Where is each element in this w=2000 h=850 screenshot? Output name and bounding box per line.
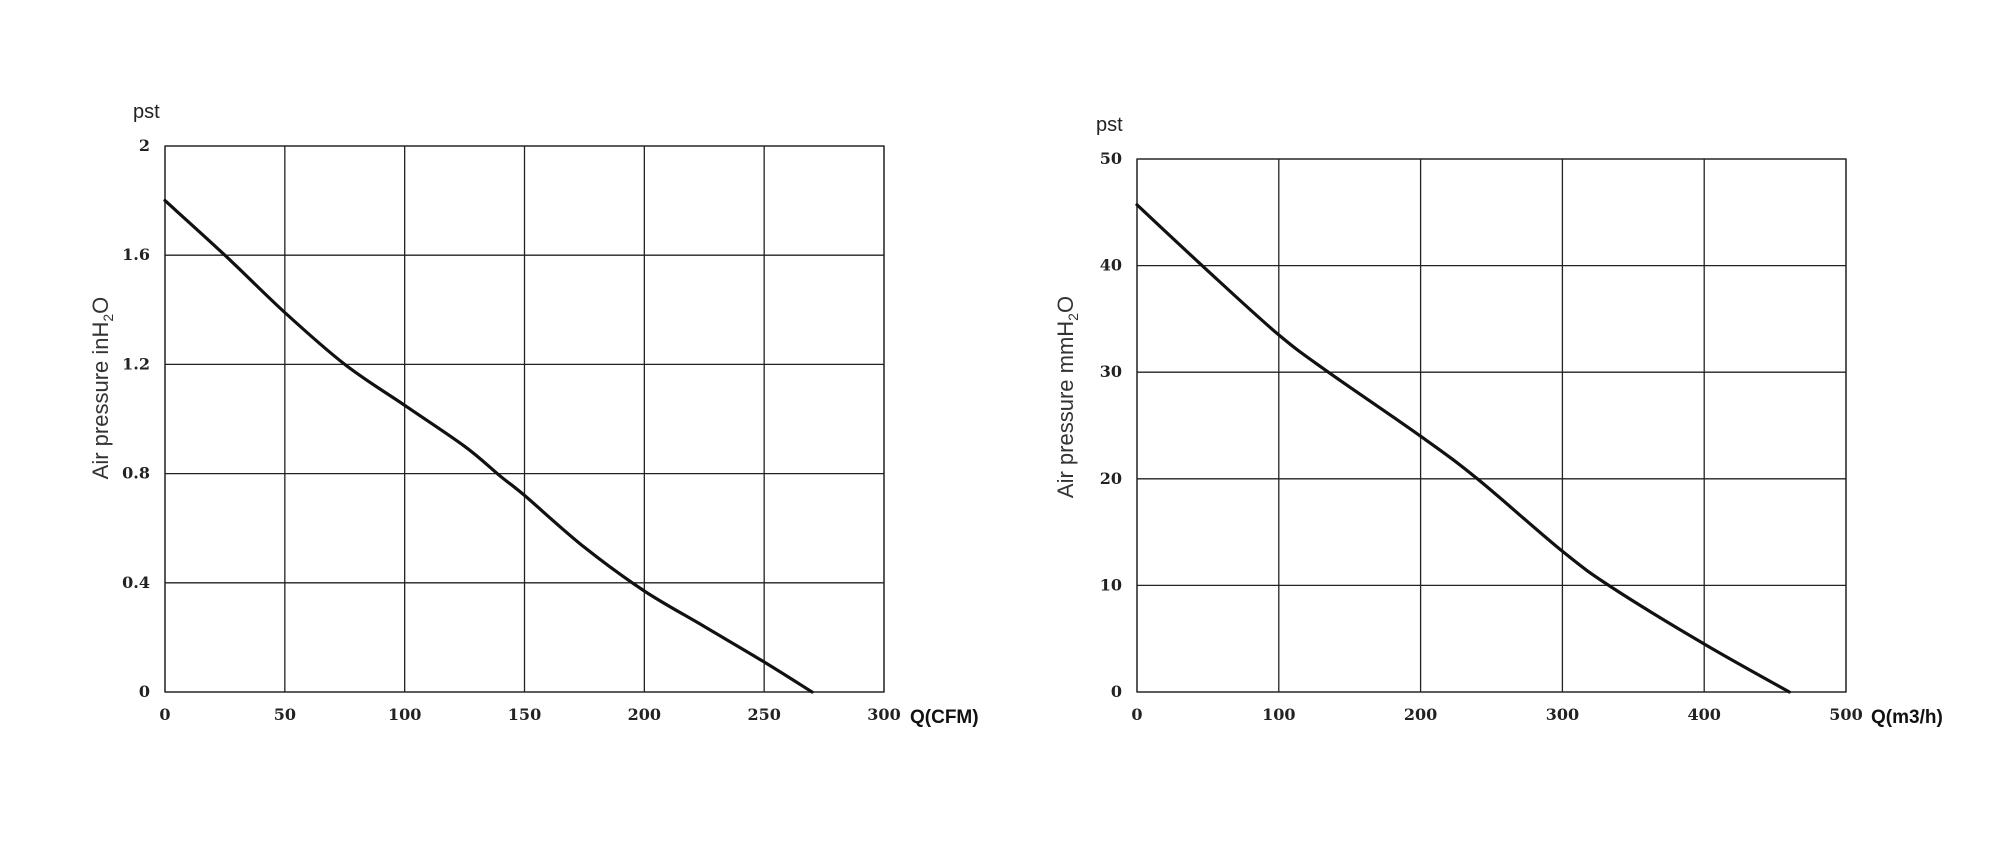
pressure-curve [163, 199, 814, 694]
x-tick-label: 300 [1546, 705, 1579, 724]
chart-m3h: pst 0 100 200 300 400 500 0 10 20 30 40 50 Air pre… [1053, 114, 1943, 728]
x-tick-label: 400 [1687, 705, 1720, 724]
y-axis-label-suffix: O [88, 297, 113, 314]
y-tick-label: 1.6 [122, 245, 150, 264]
y-tick-label: 40 [1100, 256, 1122, 275]
y-tick-label: 30 [1100, 362, 1122, 381]
unit-label: pst [1096, 114, 1123, 136]
x-axis-label: Q(CFM) [910, 707, 979, 728]
y-axis-label: Air pressure inH2O [88, 297, 116, 480]
y-tick-label: 0 [139, 682, 150, 701]
chart-cfm: pst 0 50 100 150 200 250 300 0 0.4 0.8 1.2 1.6 2 Ai… [88, 101, 979, 728]
y-tick-label: 10 [1100, 575, 1122, 594]
y-tick-label: 0 [1111, 682, 1122, 701]
y-tick-label: 0.4 [122, 573, 150, 592]
x-tick-label: 200 [628, 705, 661, 724]
x-ticks: 0 50 100 150 200 250 300 [159, 705, 900, 724]
x-tick-label: 100 [388, 705, 421, 724]
x-tick-label: 200 [1404, 705, 1437, 724]
pressure-curve [1135, 203, 1791, 694]
y-tick-label: 20 [1100, 469, 1122, 488]
y-axis-label: Air pressure mmH2O [1053, 296, 1081, 498]
y-tick-label: 50 [1100, 149, 1122, 168]
plot-frame [1136, 158, 1847, 693]
y-ticks: 0 0.4 0.8 1.2 1.6 2 [122, 136, 150, 701]
x-axis-label: Q(m3/h) [1871, 707, 1943, 728]
x-tick-label: 250 [747, 705, 780, 724]
y-axis-label-subscript: 2 [100, 314, 116, 322]
x-tick-label: 300 [867, 705, 900, 724]
x-tick-label: 500 [1829, 705, 1862, 724]
plot-frame [164, 145, 885, 693]
x-tick-label: 50 [274, 705, 296, 724]
grid [164, 145, 885, 693]
x-tick-label: 0 [1131, 705, 1142, 724]
y-axis-label-suffix: O [1053, 296, 1078, 313]
unit-label: pst [133, 101, 160, 123]
x-ticks: 0 100 200 300 400 500 [1131, 705, 1862, 724]
y-tick-label: 0.8 [122, 464, 150, 483]
y-ticks: 0 10 20 30 40 50 [1100, 149, 1122, 701]
y-tick-label: 2 [139, 136, 150, 155]
y-axis-label-subscript: 2 [1065, 313, 1081, 321]
x-tick-label: 100 [1262, 705, 1295, 724]
y-tick-label: 1.2 [122, 354, 150, 373]
x-tick-label: 150 [508, 705, 541, 724]
grid [1136, 158, 1847, 693]
x-tick-label: 0 [159, 705, 170, 724]
